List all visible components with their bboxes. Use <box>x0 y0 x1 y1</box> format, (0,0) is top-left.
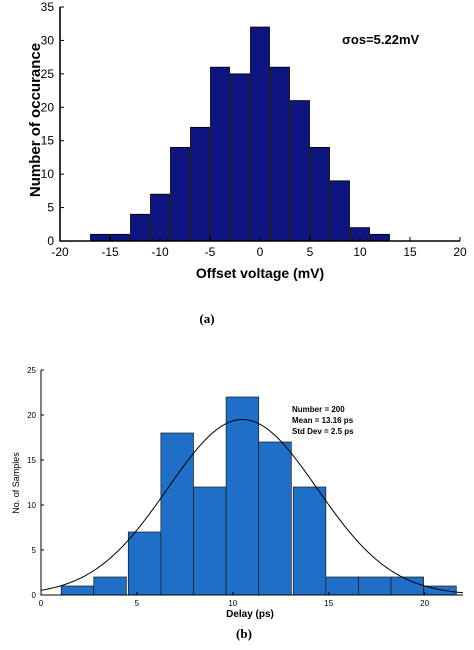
chart-a-bar <box>250 26 270 242</box>
chart-b-bar <box>258 441 292 596</box>
chart-a-bar <box>170 146 190 242</box>
chart-a: -20 -15 -10 -5 0 5 10 15 20 0 5 10 15 20 25 30 35 σos=5.… <box>27 0 467 326</box>
chart-b-x-tick-label: 10 <box>228 599 237 608</box>
chart-a-x-tick-label: -5 <box>205 245 216 259</box>
chart-b-bar <box>127 531 162 596</box>
chart-a-x-tick-label: 20 <box>453 245 467 259</box>
chart-b-x-tick-label: 0 <box>39 599 44 608</box>
chart-a-y-tick-label: 0 <box>47 234 54 248</box>
chart-b-annotation-std: Std Dev = 2.5 ps <box>292 427 354 436</box>
chart-b-bars <box>60 396 457 596</box>
chart-a-ticks: -20 -15 -10 -5 0 5 10 15 20 0 5 10 15 20 25 30 35 <box>41 0 467 259</box>
chart-a-bar <box>370 233 390 242</box>
chart-a-bar <box>130 213 150 242</box>
chart-a-annotation: σos=5.22mV <box>342 32 420 47</box>
chart-a-x-tick-label: 15 <box>403 245 417 259</box>
chart-a-bars <box>90 26 390 242</box>
chart-a-bar <box>270 66 290 242</box>
chart-b-y-tick-label: 5 <box>32 546 37 555</box>
chart-b-y-tick-label: 10 <box>27 501 36 510</box>
chart-b-y-tick-label: 15 <box>27 456 36 465</box>
chart-b-bar <box>225 396 260 596</box>
chart-b-annotation-number: Number = 200 <box>292 405 345 414</box>
chart-b-fit-curve <box>40 419 464 594</box>
chart-a-y-tick-label: 10 <box>41 167 55 181</box>
chart-a-bar <box>90 233 110 242</box>
chart-b-x-axis-label: Delay (ps) <box>226 609 274 620</box>
chart-b-bar <box>358 576 392 596</box>
chart-b-bar <box>160 432 194 596</box>
chart-a-x-tick-label: 5 <box>307 245 314 259</box>
chart-a-y-tick-label: 25 <box>41 67 55 81</box>
chart-a-y-tick-label: 15 <box>41 134 55 148</box>
chart-a-y-tick-label: 30 <box>41 33 55 47</box>
chart-b-bar <box>325 576 359 596</box>
chart-b-ticks: 0 5 10 15 20 0 5 10 15 20 25 <box>27 366 430 608</box>
chart-a-y-tick-label: 5 <box>47 201 54 215</box>
chart-a-bar <box>290 100 310 242</box>
chart-a-x-tick-label: -20 <box>51 245 69 259</box>
chart-a-bar <box>230 73 250 242</box>
chart-a-x-tick-label: -10 <box>151 245 169 259</box>
chart-a-x-tick-label: 10 <box>353 245 367 259</box>
chart-b-bar <box>292 486 327 596</box>
chart-a-bar <box>210 66 230 242</box>
chart-a-y-tick-label: 20 <box>41 100 55 114</box>
chart-b-x-tick-label: 20 <box>420 599 429 608</box>
chart-a-x-axis-label: Offset voltage (mV) <box>196 265 324 281</box>
chart-a-bar <box>330 180 350 242</box>
chart-b-x-tick-label: 5 <box>135 599 140 608</box>
chart-b-bar <box>193 486 227 596</box>
chart-b-x-tick-label: 15 <box>324 599 333 608</box>
chart-b-bar <box>60 585 95 596</box>
chart-b-y-tick-label: 0 <box>32 591 37 600</box>
chart-a-bar <box>310 146 330 242</box>
chart-b-y-axis-label: No. of Samples <box>11 452 21 514</box>
chart-b-bar <box>93 576 127 596</box>
chart-b-y-tick-label: 20 <box>27 411 36 420</box>
chart-a-x-tick-label: -15 <box>101 245 119 259</box>
chart-b: 0 5 10 15 20 0 5 10 15 20 25 Number = 200 Mean = 1… <box>11 366 464 641</box>
chart-a-caption: (a) <box>199 311 214 326</box>
chart-a-y-tick-label: 35 <box>41 0 55 14</box>
chart-b-annotation-mean: Mean = 13.16 ps <box>292 416 354 425</box>
chart-a-bar <box>110 233 130 242</box>
chart-a-x-tick-label: 0 <box>257 245 264 259</box>
chart-a-y-axis-label: Number of occurance <box>27 43 44 197</box>
chart-b-caption: (b) <box>236 626 252 641</box>
chart-b-y-tick-label: 25 <box>27 366 36 375</box>
chart-a-bar <box>190 126 210 242</box>
chart-a-bar <box>150 193 170 242</box>
